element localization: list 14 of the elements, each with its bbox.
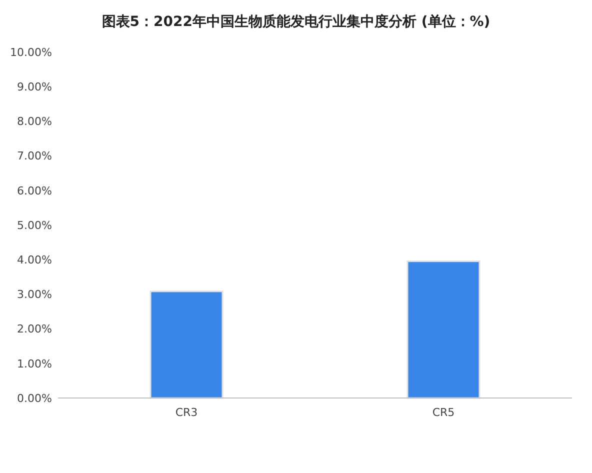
y-tick-label: 7.00%: [17, 150, 52, 163]
y-tick-label: 3.00%: [17, 288, 52, 302]
y-tick-label: 2.00%: [17, 322, 52, 336]
y-tick-label: 10.00%: [10, 46, 52, 59]
y-tick-label: 6.00%: [17, 184, 52, 198]
chart-title: 图表5：2022年中国生物质能发电行业集中度分析 (单位：%): [102, 13, 490, 30]
x-tick-label: CR5: [432, 406, 455, 419]
y-tick-label: 9.00%: [17, 80, 52, 94]
y-tick-label: 8.00%: [17, 115, 52, 128]
y-tick-label: 0.00%: [17, 392, 52, 405]
y-tick-label: 1.00%: [17, 357, 52, 370]
x-tick-label: CR3: [175, 406, 198, 419]
y-tick-label: 4.00%: [17, 253, 52, 266]
y-tick-label: 5.00%: [17, 218, 52, 232]
